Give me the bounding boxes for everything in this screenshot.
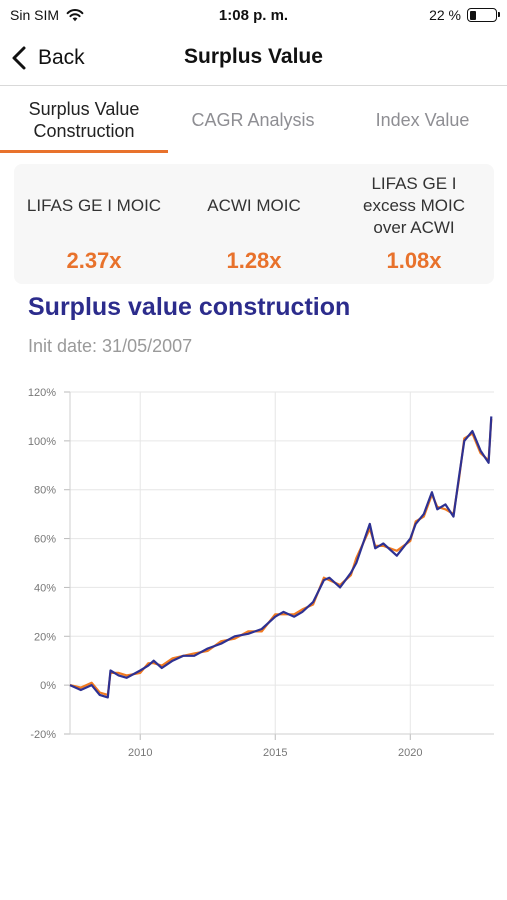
section-title: Surplus value construction	[28, 293, 351, 321]
metric-label: LIFAS GE I excess MOIC over ACWI	[362, 174, 466, 237]
page-title: Surplus Value	[184, 45, 323, 68]
metric-lifas-moic: LIFAS GE I MOIC 2.37x	[14, 164, 174, 284]
carrier-label: Sin SIM	[10, 7, 60, 23]
segment-tabs: Surplus Value Construction CAGR Analysis…	[0, 87, 507, 153]
metric-label: LIFAS GE I MOIC	[26, 196, 162, 215]
y-tick-label: 20%	[34, 631, 56, 643]
battery-level	[469, 10, 476, 20]
status-time: 1:08 p. m.	[218, 7, 289, 24]
metric-acwi-moic: ACWI MOIC 1.28x	[174, 164, 334, 284]
init-date: Init date: 31/05/2007	[28, 336, 193, 356]
status-bar: Sin SIM 1:08 p. m. 22 %	[0, 0, 507, 32]
metric-value: 2.37x	[66, 248, 122, 273]
metric-excess-moic: LIFAS GE I excess MOIC over ACWI 1.08x	[334, 164, 494, 284]
navigation-bar: Back Surplus Value	[0, 32, 507, 86]
y-tick-label: 40%	[34, 582, 56, 594]
y-tick-label: 0%	[40, 680, 56, 692]
x-tick-label: 2010	[128, 747, 152, 759]
tab-label: Surplus Value Construction	[28, 99, 140, 141]
tab-surplus-value-construction[interactable]: Surplus Value Construction	[0, 87, 168, 153]
active-tab-indicator	[0, 150, 168, 153]
tab-index-value[interactable]: Index Value	[338, 87, 507, 153]
y-tick-label: 80%	[34, 485, 56, 497]
tab-label: CAGR Analysis	[191, 110, 315, 130]
status-left: Sin SIM	[10, 7, 84, 23]
moic-summary-card: LIFAS GE I MOIC 2.37x ACWI MOIC 1.28x LI…	[14, 164, 494, 284]
chevron-left-icon	[12, 46, 26, 70]
series-line	[69, 418, 493, 696]
status-right: 22 %	[429, 7, 500, 23]
x-tick-label: 2020	[398, 747, 422, 759]
wifi-icon	[66, 9, 84, 22]
y-tick-label: 120%	[28, 387, 56, 399]
tab-cagr-analysis[interactable]: CAGR Analysis	[168, 87, 338, 153]
metric-value: 1.28x	[226, 248, 282, 273]
x-tick-label: 2015	[263, 747, 287, 759]
back-label: Back	[38, 46, 85, 69]
back-button[interactable]: Back	[10, 42, 85, 74]
battery-icon	[467, 8, 500, 22]
surplus-value-chart: -20% 0% 20% 40% 60% 80% 100% 120% 2010 2015 2020	[0, 378, 507, 768]
metric-value: 1.08x	[386, 248, 442, 273]
series-line	[69, 416, 493, 699]
y-tick-label: 60%	[34, 534, 56, 546]
y-tick-label: 100%	[28, 436, 56, 448]
chart-svg: -20% 0% 20% 40% 60% 80% 100% 120% 2010 2015 2020	[28, 387, 494, 759]
tab-label: Index Value	[375, 110, 470, 130]
metric-label: ACWI MOIC	[207, 196, 301, 215]
battery-percent: 22 %	[429, 7, 461, 23]
y-tick-label: -20%	[30, 729, 56, 741]
